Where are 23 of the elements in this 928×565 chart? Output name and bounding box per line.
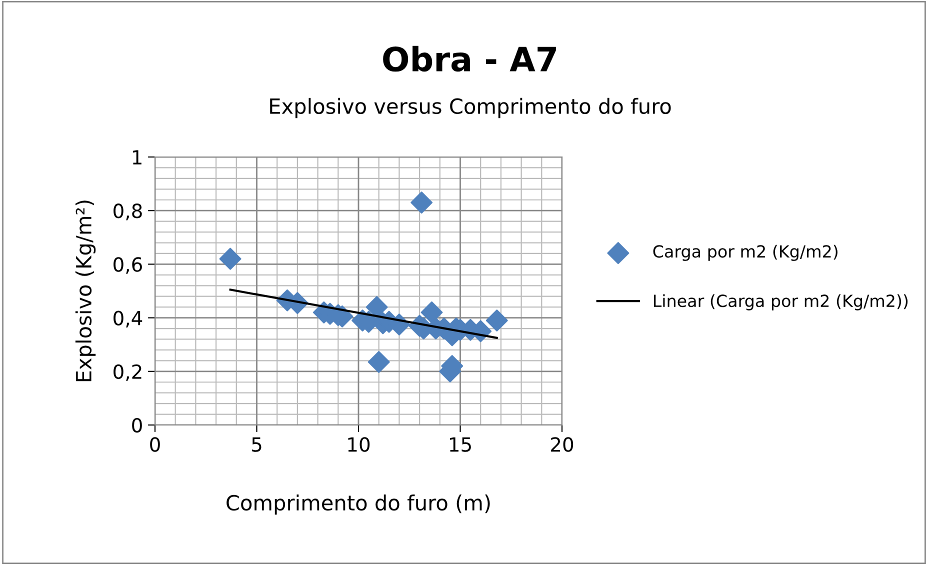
chart-title: Obra - A7 xyxy=(383,46,556,72)
point xyxy=(410,192,433,214)
chart-subtitle: Explosivo versus Comprimento do furo xyxy=(270,98,671,118)
y-tick-label: 0,8 xyxy=(114,204,142,220)
x-tick-label: 5 xyxy=(252,437,262,452)
x-tick-label: 20 xyxy=(551,437,574,452)
y-tick-label: 0,2 xyxy=(114,364,142,382)
x-tick-label: 10 xyxy=(348,437,370,452)
y-axis-title: Explosivo (Kg/m²) xyxy=(75,200,96,382)
point xyxy=(366,296,388,318)
legend-label: Linear (Carga por m2 (Kg/m2)) xyxy=(654,294,908,310)
x-tick-label: 0 xyxy=(150,437,160,452)
x-tick-label: 15 xyxy=(450,437,471,452)
legend-label: Carga por m2 (Kg/m2) xyxy=(653,244,838,261)
point xyxy=(420,301,443,324)
y-tick-label: 0,4 xyxy=(114,310,142,328)
x-axis-title: Comprimento do furo (m) xyxy=(226,494,490,515)
y-tick-label: 0 xyxy=(132,418,142,433)
point xyxy=(219,248,242,270)
point xyxy=(486,309,508,332)
y-tick-label: 0,6 xyxy=(114,257,142,274)
y-tick-label: 1 xyxy=(132,150,142,164)
point xyxy=(368,351,390,374)
